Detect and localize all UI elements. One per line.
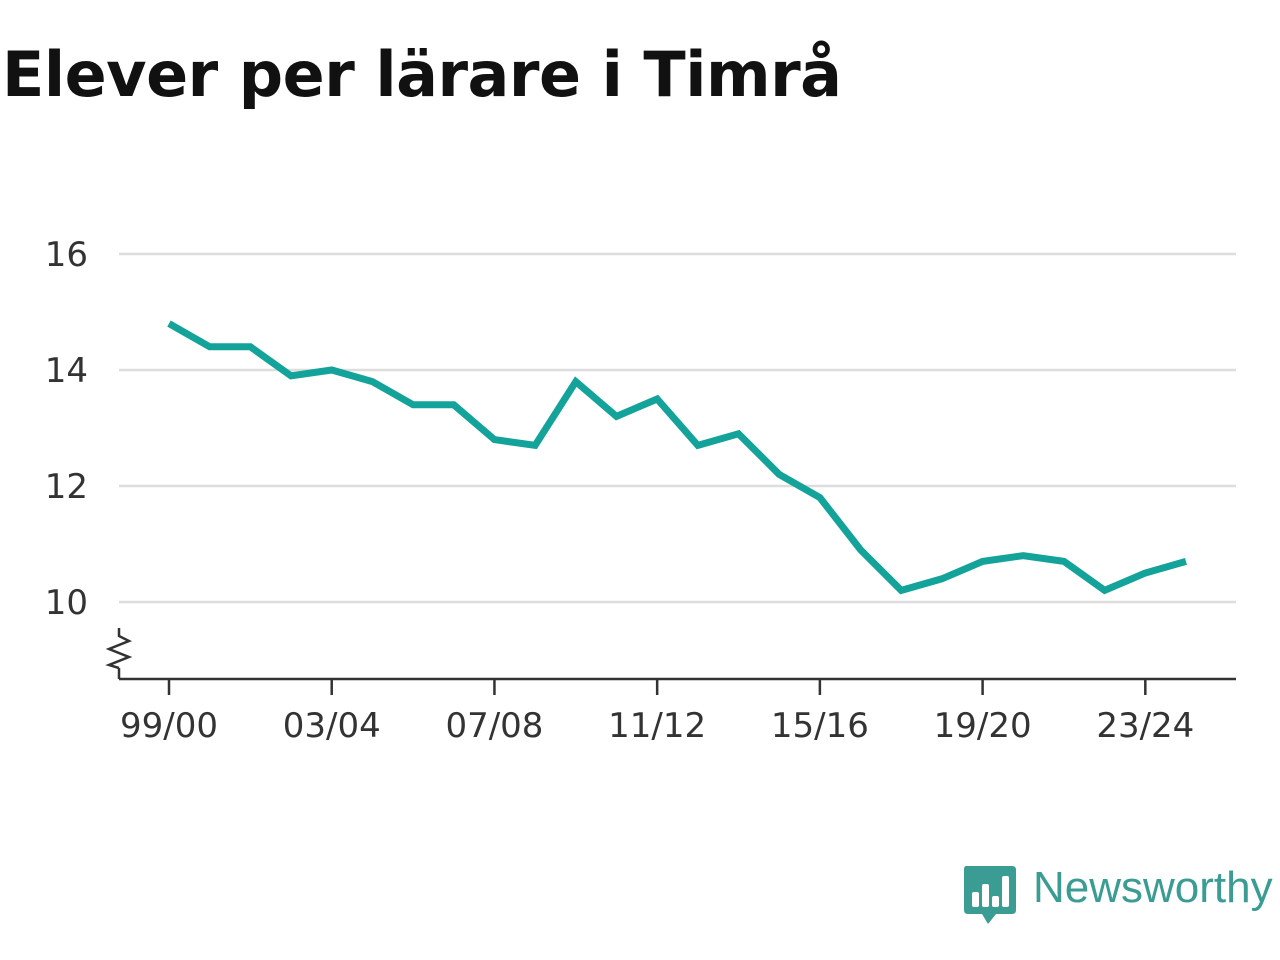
- chat-bar-chart-icon: [964, 866, 1016, 924]
- x-tick-label: 23/24: [1096, 706, 1194, 746]
- y-axis-tick-labels: 10 12 14 16: [45, 235, 88, 623]
- y-tick-label: 10: [45, 583, 88, 623]
- chart-title: Elever per lärare i Timrå: [2, 38, 842, 111]
- gridlines: [119, 252, 1236, 604]
- y-tick-label: 14: [45, 351, 88, 391]
- x-tick-label: 07/08: [445, 706, 543, 746]
- y-tick-label: 12: [45, 467, 88, 507]
- newsworthy-logo: Newsworthy: [962, 862, 1280, 932]
- axes: [105, 628, 1236, 681]
- series-line: [167, 320, 1187, 595]
- x-tick-label: 99/00: [120, 706, 218, 746]
- x-axis-ticks: 99/00 03/04 07/08 11/12 15/16 19/20 23/24: [120, 679, 1194, 746]
- x-tick-label: 19/20: [934, 706, 1032, 746]
- y-axis-break-icon: [105, 628, 133, 670]
- x-tick-label: 11/12: [608, 706, 706, 746]
- brand-name: Newsworthy: [1033, 863, 1273, 912]
- y-tick-label: 16: [45, 235, 88, 275]
- x-tick-label: 03/04: [283, 706, 381, 746]
- series-layer: [167, 320, 1187, 595]
- x-tick-label: 15/16: [771, 706, 869, 746]
